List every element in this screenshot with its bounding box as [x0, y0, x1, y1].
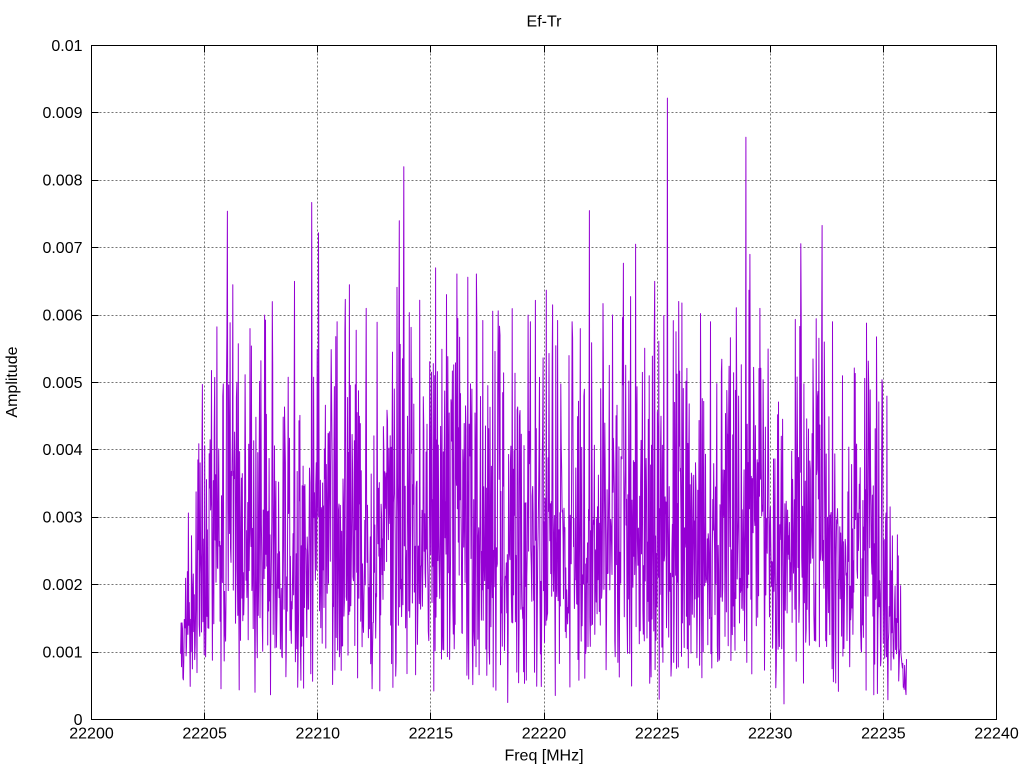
svg-text:22210: 22210 — [296, 726, 341, 743]
svg-text:0.01: 0.01 — [51, 38, 82, 55]
svg-text:22225: 22225 — [635, 726, 680, 743]
svg-text:0.003: 0.003 — [42, 510, 82, 527]
svg-text:22220: 22220 — [522, 726, 567, 743]
svg-text:Amplitude: Amplitude — [4, 346, 21, 417]
svg-text:0.001: 0.001 — [42, 644, 82, 661]
svg-text:22205: 22205 — [182, 726, 227, 743]
svg-text:22230: 22230 — [748, 726, 793, 743]
svg-text:22235: 22235 — [861, 726, 906, 743]
svg-text:0.002: 0.002 — [42, 577, 82, 594]
svg-text:22200: 22200 — [69, 726, 114, 743]
svg-text:0.005: 0.005 — [42, 375, 82, 392]
svg-text:22215: 22215 — [409, 726, 454, 743]
svg-text:0: 0 — [74, 712, 83, 729]
svg-text:0.007: 0.007 — [42, 240, 82, 257]
svg-text:0.008: 0.008 — [42, 173, 82, 190]
svg-text:0.004: 0.004 — [42, 442, 82, 459]
svg-text:Ef-Tr: Ef-Tr — [527, 14, 563, 31]
svg-text:Freq [MHz]: Freq [MHz] — [504, 748, 583, 765]
svg-text:22240: 22240 — [974, 726, 1019, 743]
svg-text:0.009: 0.009 — [42, 105, 82, 122]
svg-text:0.006: 0.006 — [42, 307, 82, 324]
